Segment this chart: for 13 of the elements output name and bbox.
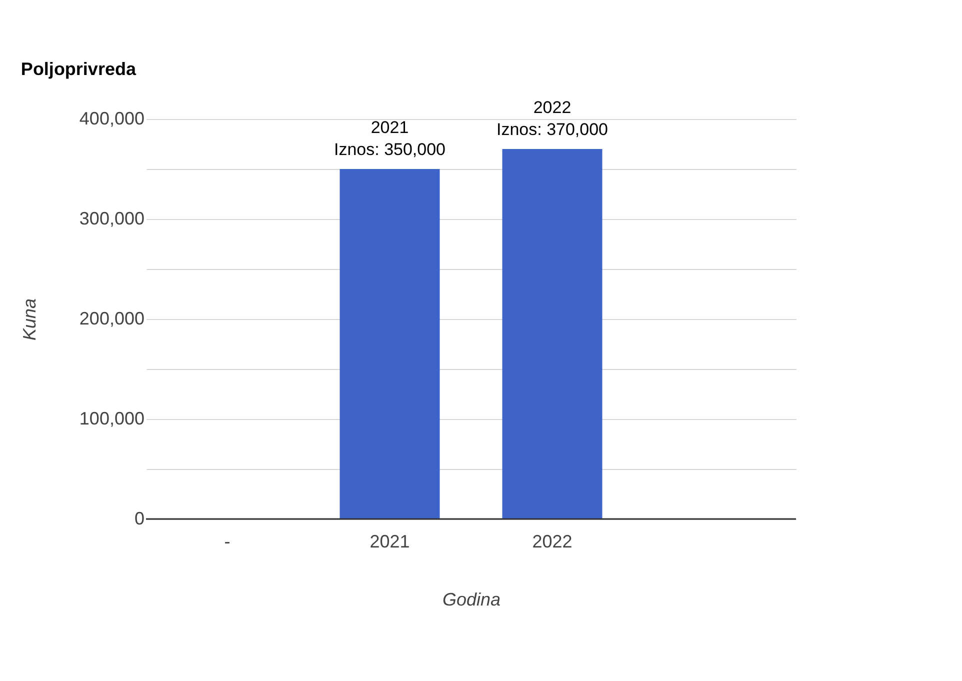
y-tick-label: 400,000 (79, 108, 144, 128)
x-tick-label: 2022 (532, 532, 572, 552)
x-tick-label: 2021 (370, 532, 410, 552)
y-tick-label: 200,000 (79, 308, 144, 328)
x-axis-title: Godina (442, 590, 501, 610)
y-tick-label: 0 (134, 508, 144, 528)
y-tick-label: 300,000 (79, 208, 144, 228)
annotation: 2021 Iznos: 350,000 (334, 118, 446, 159)
annotation: 2022 Iznos: 370,000 (496, 98, 608, 139)
x-tick-label: - (224, 532, 230, 552)
y-tick-label: 100,000 (79, 408, 144, 428)
y-axis-title: Kuna (19, 298, 40, 341)
chart-title: Poljoprivreda (20, 59, 137, 79)
